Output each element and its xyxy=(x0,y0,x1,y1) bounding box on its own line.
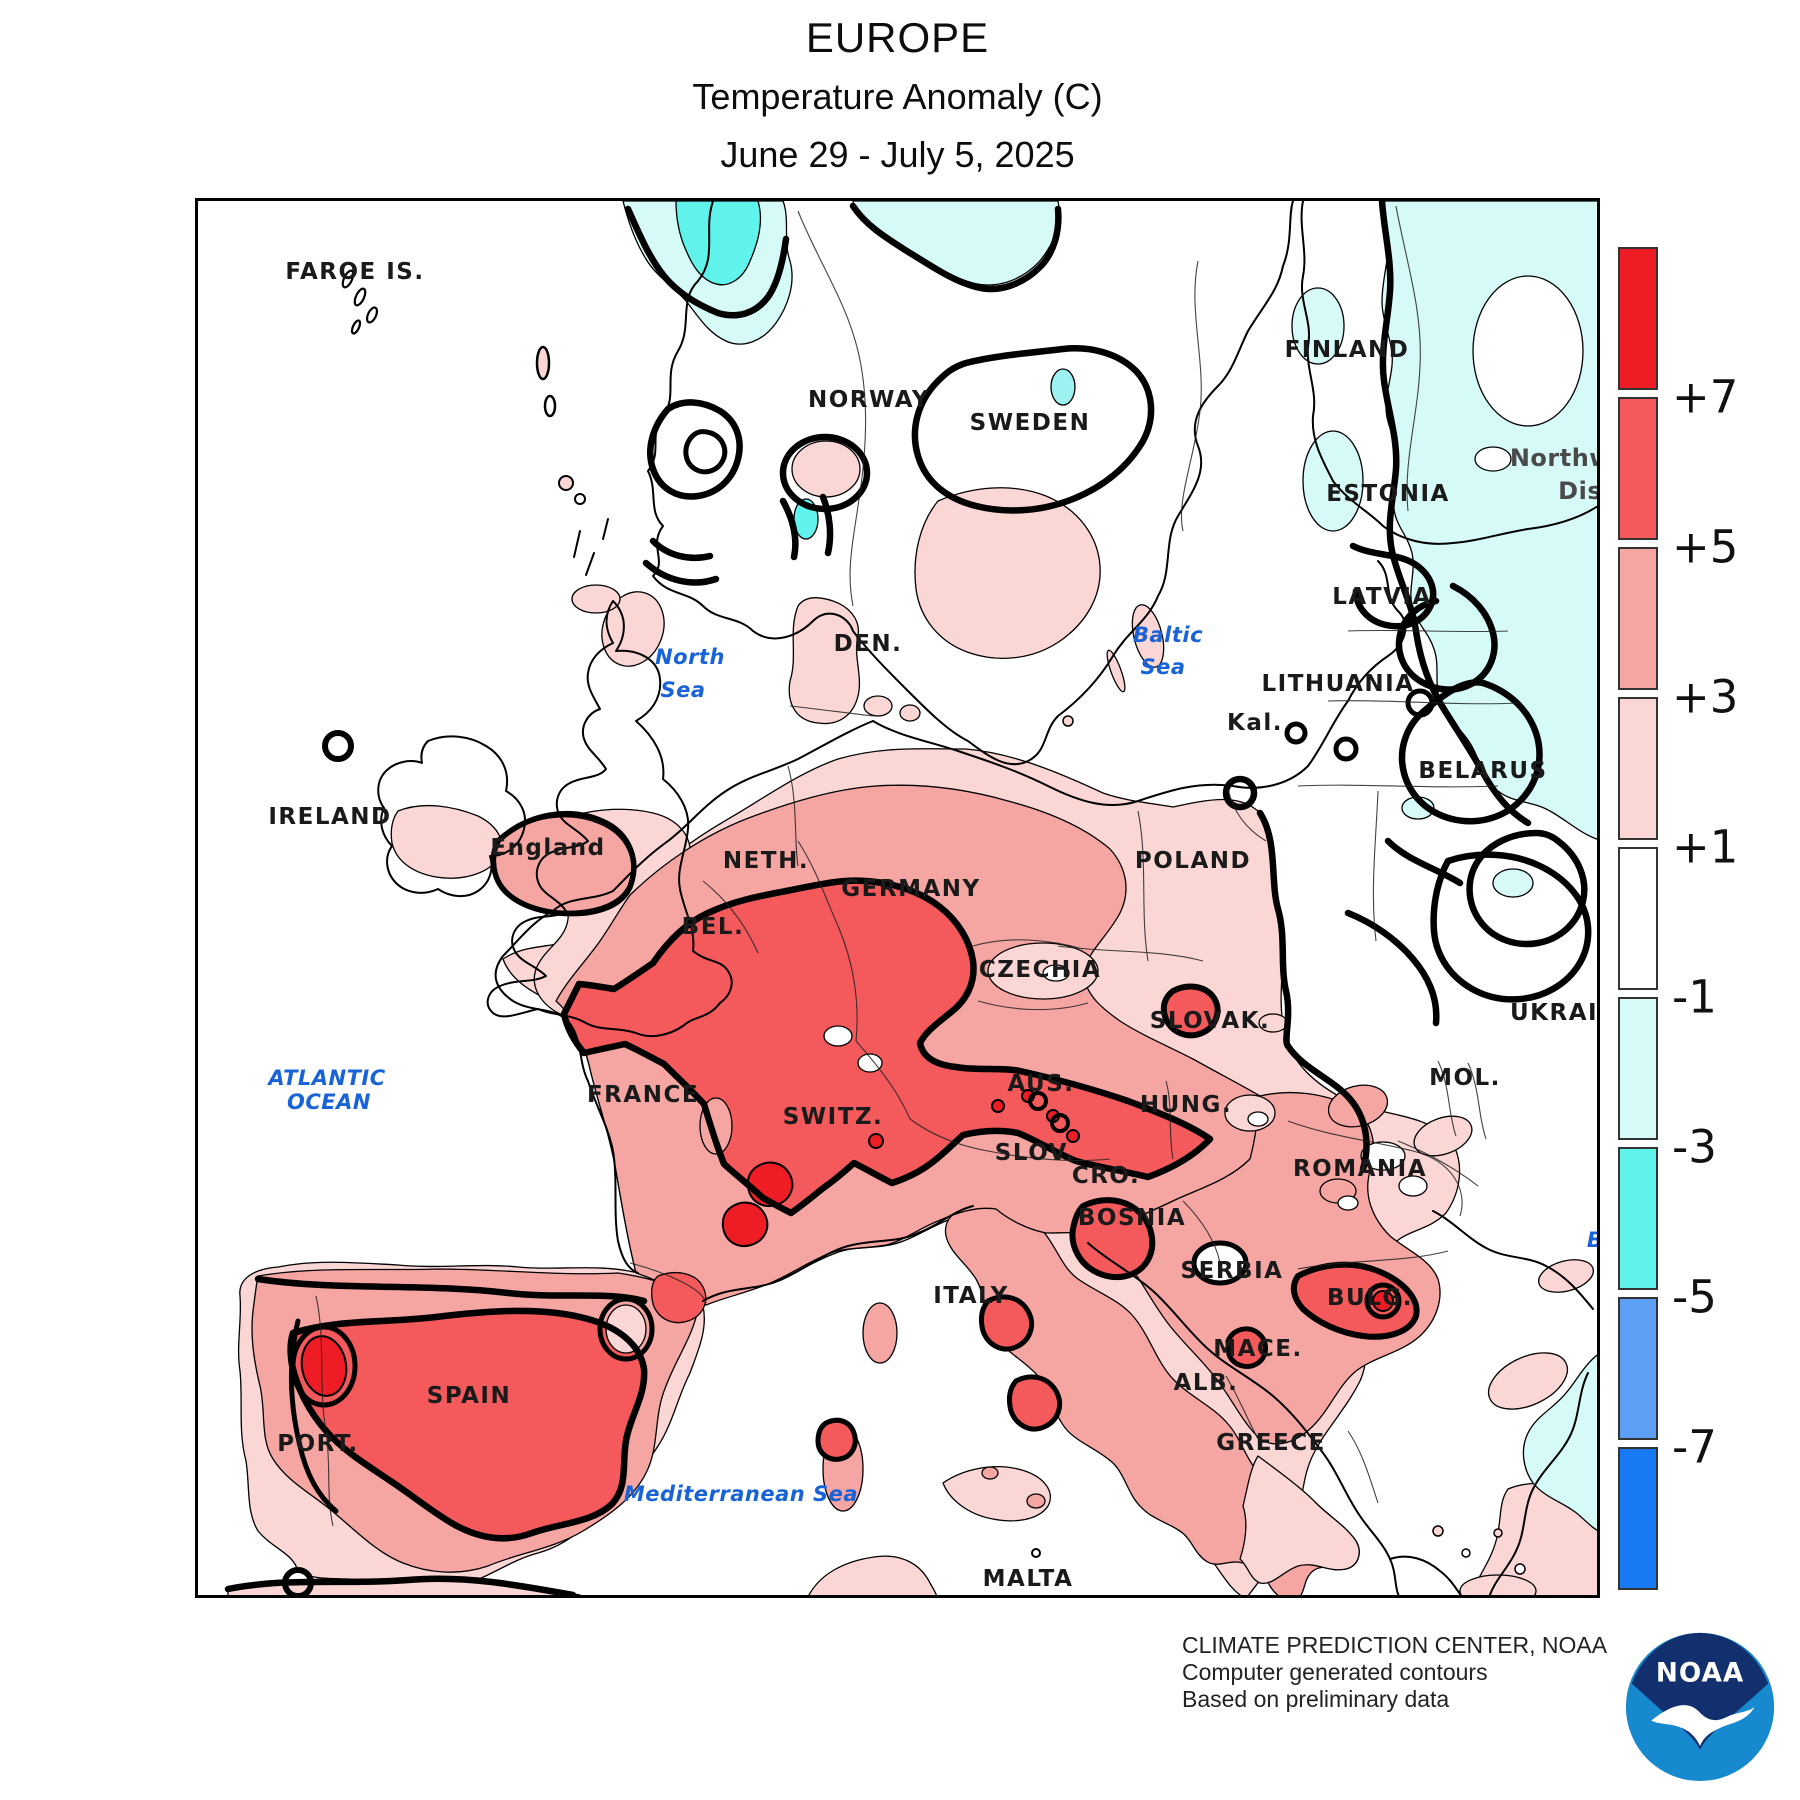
legend-box-4 xyxy=(1618,847,1658,990)
attribution-line3: Based on preliminary data xyxy=(1182,1686,1450,1712)
map-label-england-12: England xyxy=(490,835,606,861)
map-label-bel--15: BEL. xyxy=(681,914,745,940)
map-label-northwestern-45: Northwestern xyxy=(1509,444,1597,472)
noaa-logo-art: NOAA xyxy=(1625,1632,1775,1782)
warm-regions xyxy=(227,440,1597,1595)
map-label-latvia-5: LATVIA xyxy=(1332,584,1432,610)
map-label-romania-29: ROMANIA xyxy=(1292,1156,1428,1182)
legend-tick--7: -7 xyxy=(1672,1420,1717,1474)
thick-contours xyxy=(224,201,1592,1595)
map-label-spain-34: SPAIN xyxy=(426,1383,512,1409)
map-label-north-37: North xyxy=(655,645,725,669)
coastlines xyxy=(341,201,1597,1595)
map-label-ocean-42: OCEAN xyxy=(287,1090,371,1114)
map-label-mace--31: MACE. xyxy=(1213,1336,1303,1362)
legend-tick-+1: +1 xyxy=(1672,820,1739,874)
map-label-finland-3: FINLAND xyxy=(1284,337,1410,363)
map-label-district-46: District xyxy=(1558,477,1597,505)
legend-tick--3: -3 xyxy=(1672,1120,1717,1174)
map-label-bulg--30: BULG. xyxy=(1327,1285,1413,1311)
map-label-faroe-is--0: FAROE IS. xyxy=(285,259,425,285)
map-label-den--10: DEN. xyxy=(833,631,903,657)
map-label-serbia-27: SERBIA xyxy=(1180,1258,1284,1284)
legend-tick--5: -5 xyxy=(1672,1270,1717,1324)
map-label-lithuania-6: LITHUANIA xyxy=(1261,671,1415,697)
attribution-line1: CLIMATE PREDICTION CENTER, NOAA xyxy=(1182,1632,1608,1658)
map-label-poland-9: POLAND xyxy=(1134,848,1252,874)
legend-box-0 xyxy=(1618,247,1658,390)
map-label-hung--21: HUNG. xyxy=(1139,1092,1233,1118)
map-subtitle: Temperature Anomaly (C) xyxy=(692,76,1103,117)
legend-tick-+3: +3 xyxy=(1672,670,1739,724)
map-label-sweden-2: SWEDEN xyxy=(969,410,1091,436)
map-label-czechia-16: CZECHIA xyxy=(978,957,1102,983)
map-label-ukraine-25: UKRAINE xyxy=(1509,1000,1599,1026)
legend-box-6 xyxy=(1618,1147,1658,1290)
legend-box-5 xyxy=(1618,997,1658,1140)
map-label-mediterranean-sea-43: Mediterranean Sea xyxy=(623,1482,859,1506)
attribution-line2: Computer generated contours xyxy=(1182,1659,1488,1685)
map-label-belarus-8: BELARUS xyxy=(1418,758,1548,784)
map-label-estonia-4: ESTONIA xyxy=(1326,481,1450,507)
map-label-kal--7: Kal. xyxy=(1227,710,1283,736)
map-label-cro--23: CRO. xyxy=(1071,1163,1141,1189)
map-label-alb--32: ALB. xyxy=(1173,1370,1239,1396)
noaa-logo-text: NOAA xyxy=(1656,1659,1744,1689)
legend-tick-+7: +7 xyxy=(1672,370,1739,424)
map-label-atlantic-41: ATLANTIC xyxy=(268,1066,386,1090)
legend-tick--1: -1 xyxy=(1672,970,1717,1024)
map-label-malta-36: MALTA xyxy=(982,1566,1074,1592)
legend-box-8 xyxy=(1618,1447,1658,1590)
map-label-sea-38: Sea xyxy=(660,678,706,702)
map-date-range: June 29 - July 5, 2025 xyxy=(720,134,1075,175)
map-label-black-44: Black xyxy=(1587,1228,1597,1252)
noaa-logo: NOAA xyxy=(1622,1627,1778,1783)
legend-box-3 xyxy=(1618,697,1658,840)
map-label-ireland-11: IRELAND xyxy=(268,804,392,830)
map-label-slov--22: SLOV. xyxy=(994,1140,1076,1166)
legend-box-2 xyxy=(1618,547,1658,690)
map-label-port--35: PORT. xyxy=(277,1431,359,1457)
legend-tick-+5: +5 xyxy=(1672,520,1739,574)
country-borders xyxy=(315,205,1519,1527)
map-art xyxy=(224,201,1597,1595)
map-label-france-18: FRANCE xyxy=(586,1082,700,1108)
map-label-italy-28: ITALY xyxy=(933,1283,1009,1309)
legend-box-7 xyxy=(1618,1297,1658,1440)
map-label-neth--13: NETH. xyxy=(722,848,810,874)
map-label-slovak--17: SLOVAK. xyxy=(1149,1008,1271,1034)
map-label-germany-14: GERMANY xyxy=(841,876,981,902)
map-label-bosnia-26: BOSNIA xyxy=(1077,1205,1187,1231)
map-label-aus--20: AUS. xyxy=(1007,1071,1075,1097)
legend-box-1 xyxy=(1618,397,1658,540)
map-label-greece-33: GREECE xyxy=(1216,1430,1326,1456)
map-label-norway-1: NORWAY xyxy=(807,387,931,413)
map-label-sea-40: Sea xyxy=(1140,655,1186,679)
map-label-baltic-39: Baltic xyxy=(1132,623,1204,647)
attribution-block: CLIMATE PREDICTION CENTER, NOAA Computer… xyxy=(1182,1632,1607,1713)
europe-anomaly-map: FAROE IS. NORWAY SWEDEN FINLAND ESTONIA LATVI… xyxy=(195,198,1600,1598)
map-label-mol--24: MOL. xyxy=(1429,1065,1501,1091)
map-label-switz--19: SWITZ. xyxy=(782,1104,884,1130)
map-title: EUROPE xyxy=(805,14,990,61)
